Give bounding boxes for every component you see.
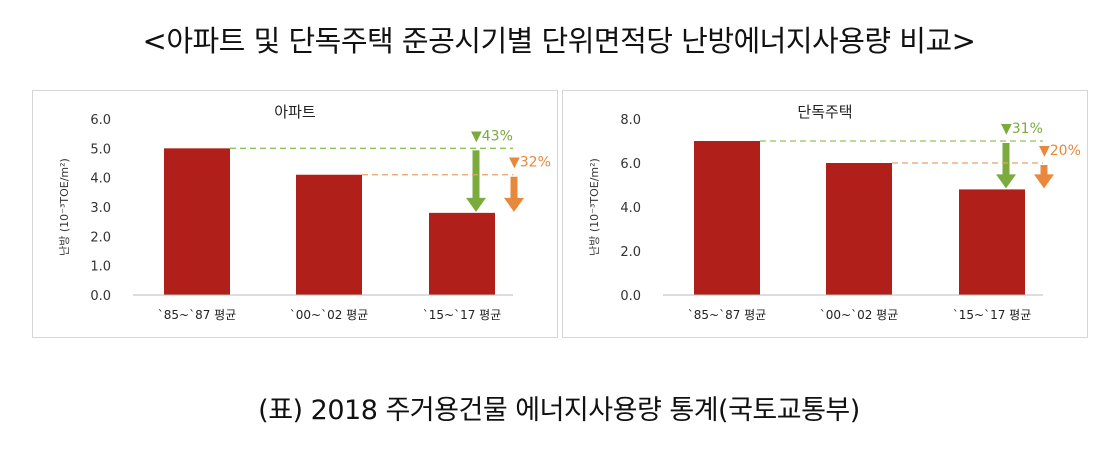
bar — [826, 163, 892, 295]
y-tick-label: 6.0 — [620, 157, 641, 172]
x-tick-label: `00~`02 평균 — [290, 308, 369, 322]
reduction-arrow-head — [466, 197, 486, 212]
reduction-arrow-shaft — [1040, 165, 1048, 177]
y-tick-label: 8.0 — [620, 113, 641, 128]
y-tick-label: 4.0 — [90, 172, 111, 187]
y-tick-label: 2.0 — [620, 245, 641, 260]
x-tick-label: `15~`17 평균 — [953, 308, 1032, 322]
y-tick-label: 4.0 — [620, 201, 641, 216]
chart-title: 단독주택 — [797, 103, 852, 121]
x-tick-label: `85~`87 평균 — [158, 308, 237, 322]
x-tick-label: `85~`87 평균 — [688, 308, 767, 322]
reduction-label: ▼31% — [1001, 121, 1043, 137]
x-tick-label: `15~`17 평균 — [423, 308, 502, 322]
chart-title: 아파트 — [274, 103, 316, 121]
page-title: <아파트 및 단독주택 준공시기별 단위면적당 난방에너지사용량 비교> — [142, 24, 976, 58]
reduction-label: ▼20% — [1039, 143, 1081, 159]
bar — [164, 148, 230, 295]
reduction-label: ▼43% — [471, 128, 513, 144]
y-tick-label: 0.0 — [90, 289, 111, 304]
bar — [694, 141, 760, 295]
y-tick-label: 3.0 — [90, 201, 111, 216]
bar — [296, 174, 362, 295]
reduction-arrow-head — [1034, 174, 1054, 189]
y-tick-label: 0.0 — [620, 289, 641, 304]
bar — [429, 212, 495, 295]
source-caption: (표) 2018 주거용건물 에너지사용량 통계(국토교통부) — [258, 395, 860, 426]
bar — [959, 189, 1025, 295]
y-tick-label: 2.0 — [90, 230, 111, 245]
reduction-arrow-shaft — [1002, 143, 1010, 177]
reduction-arrow-head — [504, 197, 524, 212]
y-tick-label: 5.0 — [90, 142, 111, 157]
y-axis-label: 난방 (10⁻³TOE/m²) — [58, 158, 71, 256]
y-tick-label: 6.0 — [90, 113, 111, 128]
y-tick-label: 1.0 — [90, 260, 111, 275]
x-tick-label: `00~`02 평균 — [820, 308, 899, 322]
reduction-label: ▼32% — [509, 155, 551, 171]
reduction-arrow-shaft — [510, 176, 518, 200]
y-axis-label: 난방 (10⁻³TOE/m²) — [588, 158, 601, 256]
reduction-arrow-head — [996, 174, 1016, 189]
